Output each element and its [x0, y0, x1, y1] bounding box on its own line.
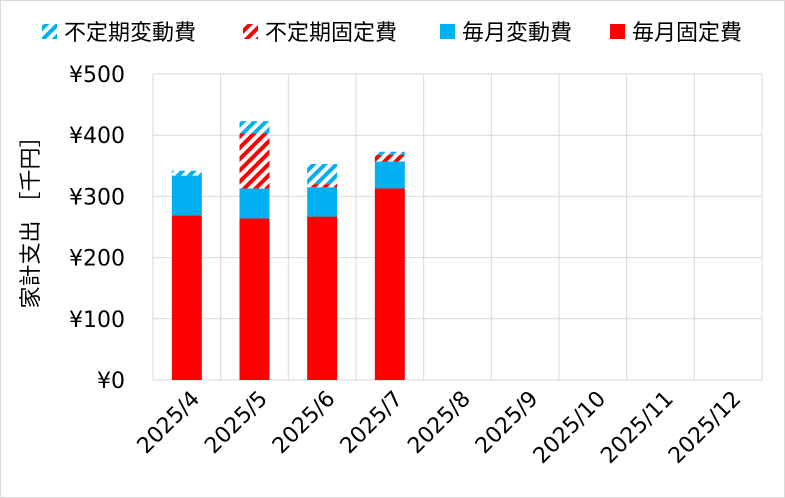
y-axis-ticks: ¥0 ¥100 ¥200 ¥300 ¥400 ¥500 [69, 63, 125, 394]
x-tick-label: 2025/5 [200, 387, 272, 459]
bar-segment [171, 175, 202, 216]
y-tick-label: ¥200 [69, 247, 125, 272]
bar-segment [171, 215, 202, 380]
x-tick-label: 2025/10 [529, 387, 611, 469]
x-tick-label: 2025/11 [596, 387, 678, 469]
legend-label: 不定期変動費 [64, 21, 196, 46]
legend-swatch [42, 24, 57, 39]
legend: 不定期変動費 不定期固定費 毎月変動費 毎月固定費 [42, 21, 742, 46]
y-tick-label: ¥500 [69, 63, 125, 88]
legend-swatch [243, 24, 258, 39]
bar-segment [171, 170, 202, 176]
legend-swatch [610, 24, 625, 39]
bar-segment [239, 188, 270, 219]
bar-segment [374, 161, 405, 189]
bar-segment [307, 163, 338, 185]
y-tick-label: ¥400 [69, 124, 125, 149]
y-tick-label: ¥0 [97, 369, 125, 394]
legend-label: 毎月変動費 [462, 21, 572, 46]
bar-segment [374, 151, 405, 155]
bar-segment [239, 133, 270, 189]
bar-segment [307, 216, 338, 380]
x-tick-label: 2025/6 [268, 387, 340, 459]
x-tick-label: 2025/8 [403, 387, 475, 459]
legend-label: 不定期固定費 [265, 21, 397, 46]
legend-label: 毎月固定費 [632, 21, 742, 46]
bar-segment [307, 187, 338, 217]
y-tick-label: ¥100 [69, 308, 125, 333]
bar-segment [239, 218, 270, 380]
y-tick-label: ¥300 [69, 185, 125, 210]
bar-segment [374, 188, 405, 380]
x-tick-label: 2025/12 [664, 387, 746, 469]
bar-segment [374, 154, 405, 162]
legend-swatch [440, 24, 455, 39]
bars [171, 121, 405, 380]
y-axis-label: 家計支出 ［千円］ [19, 126, 44, 309]
x-tick-label: 2025/7 [336, 387, 408, 459]
x-tick-label: 2025/4 [133, 387, 205, 459]
bar-segment [307, 184, 338, 188]
x-axis-ticks: 2025/42025/52025/62025/72025/82025/92025… [133, 387, 747, 469]
bar-segment [239, 121, 270, 134]
